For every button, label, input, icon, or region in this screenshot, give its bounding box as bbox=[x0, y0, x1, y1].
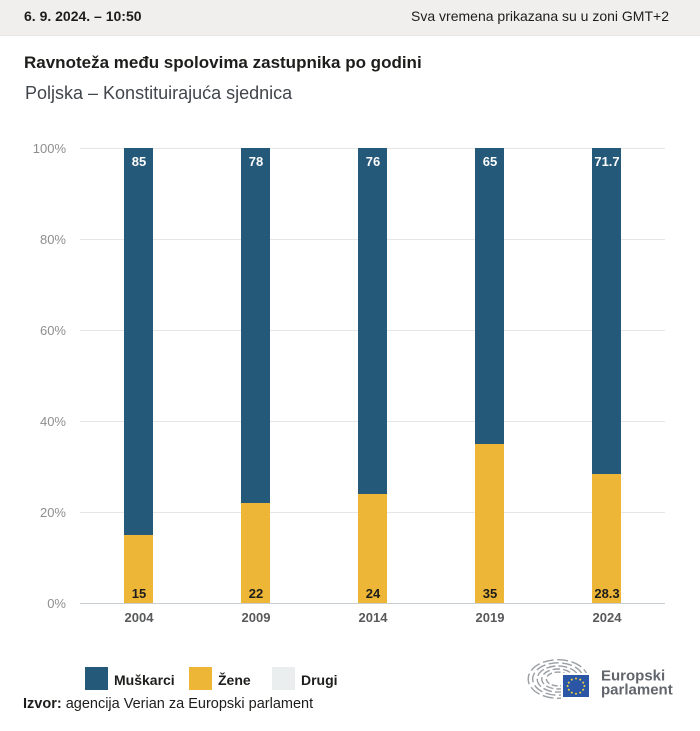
svg-text:parlament: parlament bbox=[601, 682, 673, 699]
svg-text:Europski: Europski bbox=[601, 667, 665, 684]
